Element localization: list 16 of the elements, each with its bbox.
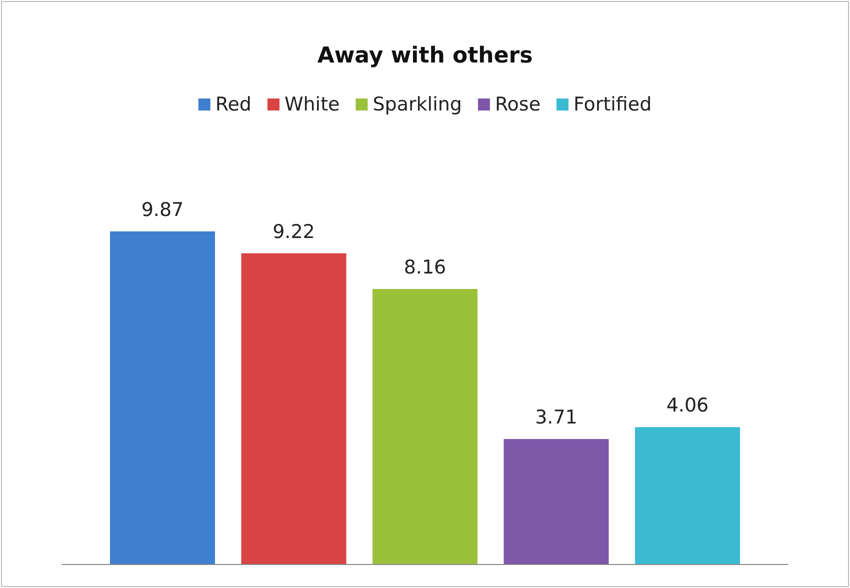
- data-label: 3.71: [535, 406, 578, 428]
- data-label: 9.22: [272, 220, 315, 243]
- legend-label: Sparkling: [372, 94, 462, 116]
- data-label: 9.87: [141, 198, 184, 221]
- legend-label: Red: [215, 94, 252, 116]
- legend-label: Fortified: [574, 94, 652, 116]
- bar: [110, 231, 215, 564]
- data-label: 8.16: [404, 256, 446, 279]
- bar: [635, 427, 740, 564]
- legend-label: Rose: [494, 94, 541, 116]
- chart-title: Away with others: [317, 44, 533, 68]
- legend-label: White: [284, 94, 340, 116]
- bar: [504, 438, 609, 564]
- data-label: 4.06: [666, 394, 709, 417]
- bar: [241, 253, 346, 564]
- bar: [372, 289, 478, 564]
